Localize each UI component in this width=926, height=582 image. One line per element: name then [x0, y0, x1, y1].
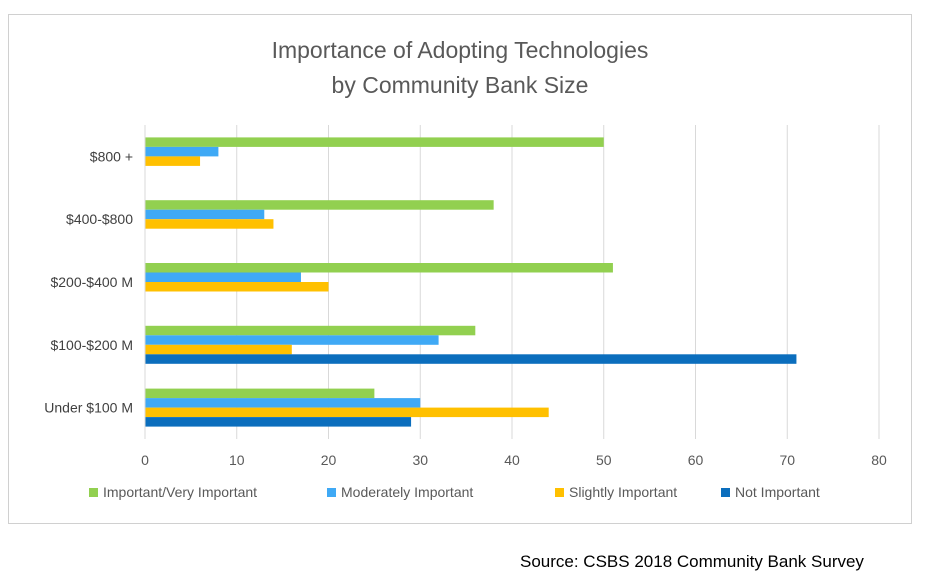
category-label: $100-$200 M: [50, 337, 133, 353]
category-label: $200-$400 M: [50, 274, 133, 290]
bar: [145, 219, 274, 229]
bar: [145, 407, 549, 418]
category-label: Under $100 M: [44, 400, 133, 416]
legend-swatch: [89, 488, 98, 497]
legend-label: Moderately Important: [341, 484, 473, 500]
bar: [145, 354, 797, 364]
x-tick-label: 10: [229, 452, 245, 468]
bar: [145, 137, 604, 147]
chart-frame: Importance of Adopting Technologies by Co…: [8, 14, 912, 524]
legend-label: Slightly Important: [569, 484, 677, 500]
bar: [145, 417, 412, 427]
bar: [145, 209, 265, 220]
x-tick-label: 30: [412, 452, 428, 468]
bar: [145, 146, 219, 157]
chart-canvas: Importance of Adopting Technologies by Co…: [44, 37, 887, 500]
x-tick-label: 50: [596, 452, 612, 468]
bar: [145, 156, 201, 166]
bar: [145, 398, 421, 408]
x-tick-label: 0: [141, 452, 149, 468]
x-tick-label: 80: [871, 452, 887, 468]
category-label: $800 +: [90, 148, 133, 164]
x-tick-label: 70: [779, 452, 795, 468]
legend-swatch: [327, 488, 336, 497]
legend-label: Important/Very Important: [103, 484, 257, 500]
bar: [145, 344, 292, 355]
category-label: $400-$800: [66, 211, 133, 227]
bar: [145, 263, 613, 273]
bar: [145, 388, 375, 399]
legend-label: Not Important: [735, 484, 820, 500]
legend-swatch: [555, 488, 564, 497]
bar: [145, 272, 301, 282]
x-tick-label: 60: [688, 452, 704, 468]
x-tick-label: 20: [321, 452, 337, 468]
source-note: Source: CSBS 2018 Community Bank Survey: [520, 552, 864, 571]
bar: [145, 200, 494, 210]
chart-title-line: by Community Bank Size: [332, 72, 589, 98]
chart-title-line: Importance of Adopting Technologies: [272, 37, 649, 63]
bar: [145, 282, 329, 292]
x-tick-label: 40: [504, 452, 520, 468]
legend-swatch: [721, 488, 730, 497]
bar: [145, 325, 476, 336]
bar: [145, 335, 439, 345]
